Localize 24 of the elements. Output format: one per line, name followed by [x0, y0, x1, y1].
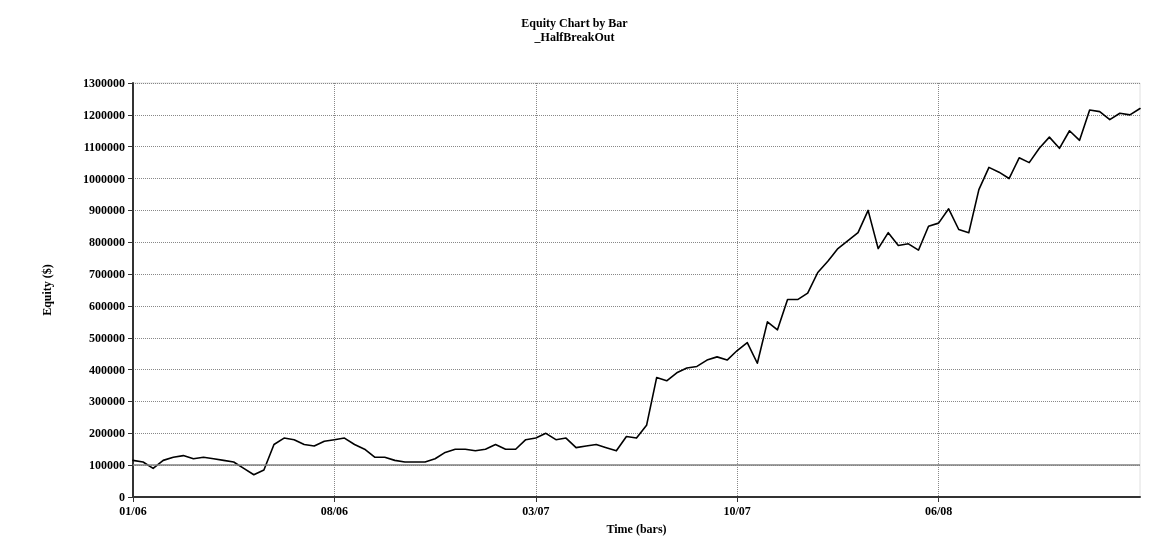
- y-tick-label: 700000: [89, 267, 125, 282]
- x-tick-label: 10/07: [723, 504, 751, 518]
- x-tick-label: 06/08: [924, 504, 953, 518]
- line-series: [132, 107, 1141, 476]
- x-tick-label: 01/06: [119, 504, 147, 518]
- y-tick-label: 800000: [89, 235, 125, 250]
- y-tick-label: 1100000: [83, 139, 125, 154]
- x-tick-label: 03/07: [522, 504, 550, 518]
- chart-title: Equity Chart by Bar: [521, 16, 629, 30]
- y-tick-label: 100000: [89, 458, 125, 473]
- y-tick-label: 600000: [89, 298, 125, 313]
- y-tick-label: 1200000: [83, 107, 125, 122]
- chart-subtitle: _HalfBreakOut: [533, 30, 615, 44]
- y-tick-label: 0: [119, 490, 125, 504]
- y-tick-label: 900000: [89, 203, 125, 218]
- x-axis-title: Time (bars): [606, 522, 667, 536]
- y-tick-label: 1000000: [83, 171, 125, 186]
- y-tick-label: 200000: [89, 426, 125, 441]
- y-tick-label: 1300000: [83, 76, 125, 90]
- y-tick-label: 300000: [89, 394, 125, 409]
- y-tick-label: 500000: [89, 330, 125, 345]
- y-axis-title: Equity ($): [40, 264, 54, 316]
- x-tick-label: 08/06: [320, 504, 349, 518]
- y-tick-label: 400000: [89, 362, 125, 377]
